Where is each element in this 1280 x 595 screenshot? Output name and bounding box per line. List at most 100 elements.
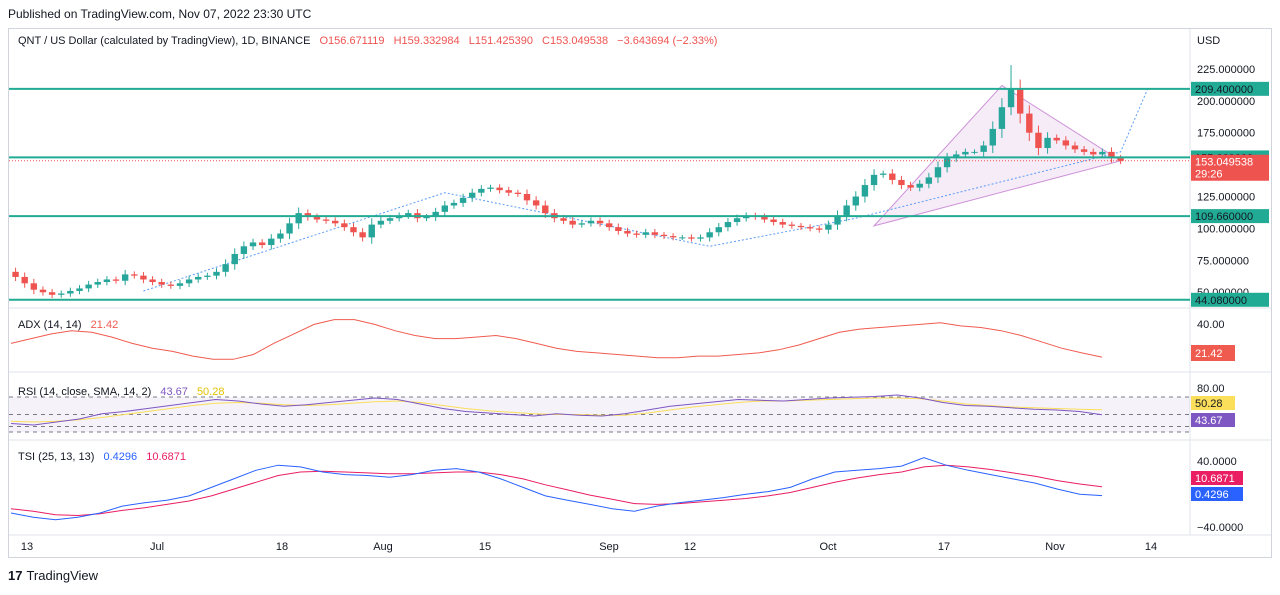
candle-body — [1035, 132, 1042, 149]
rsi-value: 43.67 — [160, 386, 188, 398]
footer: 17 TradingView — [8, 568, 98, 583]
candle-body — [240, 246, 248, 254]
candle-body — [971, 151, 978, 153]
chart-frame[interactable] — [8, 28, 1272, 558]
level-label: 44.080000 — [1195, 295, 1247, 307]
tsi-signal-value-label: 10.6871 — [1195, 473, 1235, 485]
symbol-title: QNT / US Dollar (calculated by TradingVi… — [18, 35, 311, 47]
candle-body — [1099, 151, 1106, 155]
level-label: 109.660000 — [1195, 211, 1253, 223]
rsi-ma-value-label: 50.28 — [1195, 398, 1223, 410]
candle-body — [889, 173, 896, 180]
candle-body — [112, 279, 120, 281]
candle-body — [843, 205, 850, 216]
candle-body — [1062, 140, 1070, 146]
candle-body — [76, 288, 83, 291]
legend-close: C153.049538 — [542, 35, 609, 47]
candle-body — [596, 220, 604, 224]
candle-body — [998, 107, 1006, 129]
rsi-line — [10, 394, 1103, 426]
tsi-label: TSI (25, 13, 13) — [18, 451, 95, 463]
tsi-tick-label: 40.0000 — [1197, 456, 1237, 468]
candle-body — [870, 174, 878, 186]
candle-body — [1071, 145, 1079, 150]
candle-body — [669, 236, 677, 238]
price-tick-label: 225.000000 — [1197, 64, 1255, 76]
candle-body — [158, 282, 165, 285]
candle-body — [724, 222, 732, 228]
adx-line — [10, 319, 1103, 360]
candle-body — [825, 224, 832, 230]
tsi-signal-value: 10.6871 — [146, 451, 186, 463]
candle-body — [989, 128, 996, 146]
time-tick-label: 15 — [479, 541, 491, 553]
tsi-value-label: 0.4296 — [1195, 489, 1229, 501]
level-label-box — [1191, 81, 1269, 96]
candle-body — [934, 167, 942, 178]
time-tick-label: 17 — [938, 541, 950, 553]
candle-body — [496, 187, 503, 191]
candle-body — [1108, 151, 1115, 159]
candle-body — [222, 264, 229, 272]
last-price-label: 153.049538 — [1195, 157, 1253, 169]
candle-body — [980, 145, 987, 152]
legend-low: L151.425390 — [468, 35, 533, 47]
candle-body — [359, 232, 366, 238]
candle-body — [1090, 151, 1097, 155]
candle-body — [322, 219, 330, 221]
candle-body — [85, 284, 92, 289]
candle-body — [852, 196, 859, 206]
currency-label: USD — [1197, 35, 1220, 47]
candle-body — [167, 284, 175, 286]
candle-body — [816, 228, 823, 230]
rsi-label: RSI (14, close, SMA, 14, 2) — [18, 386, 152, 398]
candle-body — [532, 200, 540, 206]
level-label-box — [1191, 292, 1269, 307]
candle-body — [578, 223, 585, 225]
rsi-ma-value-box — [1191, 396, 1235, 410]
candle-body — [953, 154, 960, 159]
candle-body — [606, 223, 613, 228]
rsi-value-label: 43.67 — [1195, 415, 1223, 427]
candle-body — [140, 275, 147, 280]
candle-body — [368, 224, 375, 238]
legend-open: O156.671119 — [319, 35, 385, 47]
candle-body — [770, 219, 777, 223]
candle-body — [898, 179, 905, 186]
level-label: 209.400000 — [1195, 84, 1253, 96]
price-tick-label: 200.000000 — [1197, 96, 1255, 108]
candle-body — [249, 242, 257, 247]
candle-body — [1080, 149, 1088, 152]
time-tick-label: 12 — [684, 541, 696, 553]
adx-tick-label: 40.00 — [1197, 319, 1225, 331]
candle-body — [432, 211, 439, 217]
price-tick-label: 75.000000 — [1197, 255, 1249, 267]
candle-body — [478, 188, 485, 193]
candle-body — [660, 234, 668, 237]
candle-body — [131, 274, 138, 276]
tsi-value-box — [1191, 487, 1243, 501]
candle-body — [505, 190, 512, 193]
tsi-signal-value-box — [1191, 471, 1243, 485]
time-tick-label: Aug — [373, 541, 393, 553]
candle-body — [1117, 158, 1124, 161]
candle-body — [560, 218, 567, 221]
candle-body — [797, 225, 805, 228]
candle-body — [715, 227, 722, 233]
time-tick-label: Jul — [150, 541, 164, 553]
adx-value: 21.42 — [90, 319, 119, 331]
candle-body — [213, 271, 220, 276]
candle-body — [195, 276, 202, 280]
candle-body — [587, 220, 595, 224]
candle-body — [651, 232, 659, 235]
time-tick-label: Nov — [1045, 541, 1065, 553]
rsi-ma-value: 50.28 — [196, 386, 225, 398]
adx-legend: ADX (14, 14) 21.42 — [18, 319, 118, 331]
candle-body — [30, 283, 38, 290]
tsi-signal-line — [10, 464, 1103, 517]
price-tick-label: 125.000000 — [1197, 192, 1255, 204]
tsi-value: 0.4296 — [103, 451, 138, 463]
candle-body — [258, 242, 266, 246]
candle-body — [377, 220, 385, 225]
